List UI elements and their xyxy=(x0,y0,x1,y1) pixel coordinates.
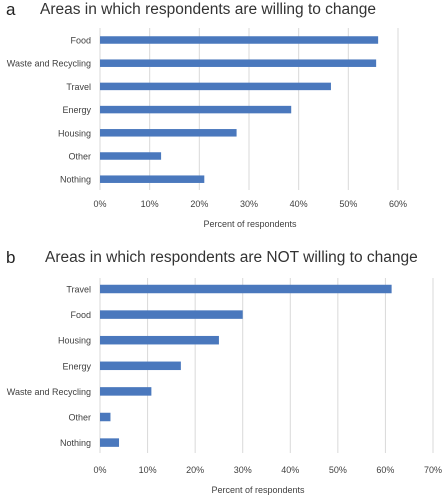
bar xyxy=(100,361,181,371)
bar xyxy=(100,152,162,160)
tick-label: 40% xyxy=(281,465,299,475)
category-label: Nothing xyxy=(60,175,91,185)
category-label: Travel xyxy=(66,82,91,92)
bar xyxy=(100,175,205,183)
x-axis-label: Percent of respondents xyxy=(211,485,305,495)
tick-label: 70% xyxy=(424,465,442,475)
tick-label: 30% xyxy=(234,465,252,475)
category-label: Other xyxy=(68,413,91,423)
tick-label: 60% xyxy=(389,199,407,209)
tick-label: 30% xyxy=(240,199,258,209)
tick-label: 40% xyxy=(290,199,308,209)
chart-plot: Food Waste and Recycling Travel Energy Housi… xyxy=(7,28,407,229)
tick-label: 10% xyxy=(139,465,157,475)
chart-title: Areas in which respondents are NOT willi… xyxy=(45,249,418,266)
tick-label: 20% xyxy=(190,199,208,209)
bar xyxy=(100,335,219,345)
category-label: Waste and Recycling xyxy=(7,387,91,397)
tick-label: 0% xyxy=(93,465,106,475)
chart-panel-a: a Areas in which respondents are willing… xyxy=(0,0,445,248)
bar xyxy=(100,310,243,319)
tick-label: 20% xyxy=(186,465,204,475)
bar xyxy=(100,438,120,447)
bar xyxy=(100,412,111,422)
bar xyxy=(100,284,392,294)
category-label: Food xyxy=(70,36,91,46)
chart-title: Areas in which respondents are willing t… xyxy=(40,1,377,18)
bar xyxy=(100,59,377,67)
bar xyxy=(100,36,379,44)
bar xyxy=(100,82,331,91)
tick-label: 50% xyxy=(339,199,357,209)
panel-label: a xyxy=(6,0,16,19)
category-label: Food xyxy=(70,310,91,320)
chart-plot: Travel Food Housing Energy Waste and Recycli… xyxy=(7,278,442,495)
tick-label: 60% xyxy=(376,465,394,475)
category-label: Energy xyxy=(62,105,91,115)
tick-label: 10% xyxy=(141,199,159,209)
category-label: Travel xyxy=(66,285,91,295)
category-label: Housing xyxy=(58,128,91,138)
bar xyxy=(100,387,152,396)
category-label: Other xyxy=(68,152,91,162)
chart-panel-b: b Areas in which respondents are NOT wil… xyxy=(0,248,445,496)
category-label: Energy xyxy=(62,361,91,371)
tick-label: 0% xyxy=(93,199,106,209)
bar xyxy=(100,105,292,114)
category-label: Housing xyxy=(58,336,91,346)
category-label: Nothing xyxy=(60,438,91,448)
panel-label: b xyxy=(6,248,16,267)
bar xyxy=(100,129,237,137)
tick-label: 50% xyxy=(329,465,347,475)
category-label: Waste and Recycling xyxy=(7,59,91,69)
x-axis-label: Percent of respondents xyxy=(203,219,297,229)
